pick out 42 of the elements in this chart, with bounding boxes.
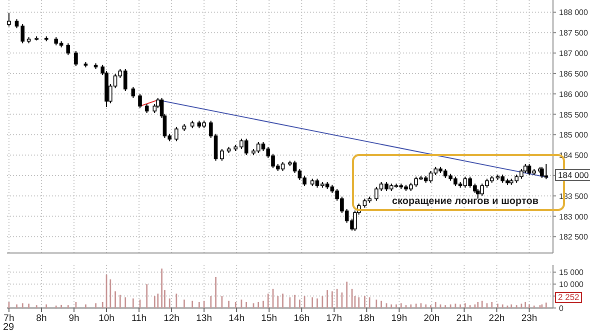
x-tick-label: 16h <box>294 313 310 324</box>
text: 2 252 <box>555 292 582 303</box>
x-tick-label: 8h <box>36 313 47 324</box>
y-tick-label: 185 000 <box>559 130 588 140</box>
candlestick <box>220 148 224 162</box>
x-tick-label: 7h <box>4 313 14 324</box>
y-tick-label: 187 000 <box>559 49 588 58</box>
candlestick <box>138 93 142 109</box>
x-tick-label: 10h <box>98 313 114 324</box>
text: 184 000 <box>555 169 590 181</box>
candlestick <box>74 50 78 67</box>
x-tick-label: 21h <box>456 313 472 324</box>
candlestick <box>544 164 548 180</box>
x-tick-label: 18h <box>358 313 375 324</box>
y-tick-label: 182 500 <box>559 232 588 242</box>
candlestick <box>131 86 136 98</box>
candlestick <box>66 42 70 56</box>
y-tick-label: 0 <box>559 304 564 313</box>
x-tick-label: 13h <box>196 313 212 324</box>
y-tick-label: 188 000 <box>559 8 588 18</box>
x-tick-label: 19h <box>391 313 408 324</box>
x-tick-label: 22h <box>488 313 505 324</box>
y-tick-label: 10 000 <box>559 280 584 290</box>
x-tick-label: 11h <box>131 313 147 324</box>
x-tick-label: 15h <box>261 313 278 324</box>
candlestick <box>174 126 178 142</box>
x-tick-label: 23h <box>521 313 538 324</box>
x-tick-label: 12h <box>164 313 180 324</box>
x-tick-label: 17h <box>326 313 342 324</box>
text: 29 <box>3 322 14 333</box>
y-tick-label: 187 500 <box>559 28 588 38</box>
y-tick-label: 185 500 <box>559 110 588 120</box>
x-tick-label: 14h <box>228 313 245 324</box>
candlestick <box>7 12 11 28</box>
x-tick-label: 9h <box>68 313 80 324</box>
y-tick-label: 15 000 <box>559 268 584 278</box>
y-tick-label: 186 500 <box>559 69 588 78</box>
y-tick-label: 183 000 <box>559 212 588 222</box>
x-tick-label: 20h <box>424 313 440 324</box>
candlestick <box>20 24 25 44</box>
y-tick-label: 186 000 <box>559 90 588 99</box>
annotation: скоращение лонгов и шортов <box>392 196 539 207</box>
